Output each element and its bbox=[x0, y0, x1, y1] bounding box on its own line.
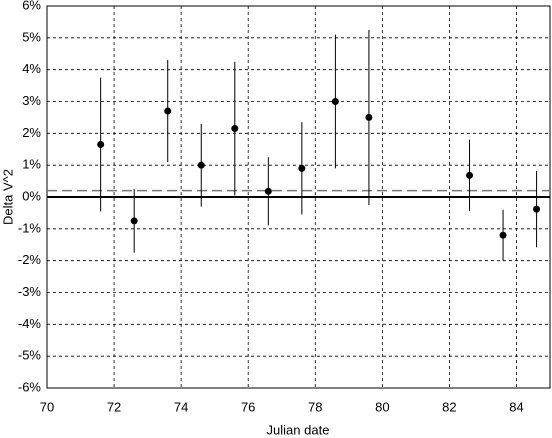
x-tick-label: 76 bbox=[241, 399, 255, 414]
data-point bbox=[298, 164, 306, 172]
x-tick-label: 82 bbox=[442, 399, 456, 414]
data-point bbox=[130, 217, 138, 225]
data-point bbox=[164, 107, 172, 115]
data-point bbox=[97, 140, 105, 148]
data-point bbox=[331, 98, 339, 105]
y-tick-label: 0% bbox=[22, 188, 41, 203]
y-tick-label: 1% bbox=[22, 157, 41, 172]
y-tick-label: 6% bbox=[22, 0, 41, 12]
data-point bbox=[533, 205, 541, 213]
y-axis-label: Delta V^2 bbox=[0, 169, 15, 225]
data-point bbox=[231, 125, 239, 133]
y-tick-label: 5% bbox=[22, 29, 41, 44]
x-tick-label: 72 bbox=[107, 399, 121, 414]
y-tick-label: -6% bbox=[18, 379, 42, 394]
y-tick-label: 4% bbox=[22, 61, 41, 76]
x-tick-label: 78 bbox=[308, 399, 322, 414]
y-tick-label: -2% bbox=[18, 252, 42, 267]
data-point bbox=[466, 171, 474, 179]
y-tick-label: -4% bbox=[18, 316, 42, 331]
x-tick-label: 80 bbox=[375, 399, 389, 414]
y-tick-label: -3% bbox=[18, 284, 42, 299]
y-tick-label: 2% bbox=[22, 125, 41, 140]
y-tick-label: -5% bbox=[18, 348, 42, 363]
data-point bbox=[264, 187, 272, 195]
data-point bbox=[365, 113, 373, 121]
data-point bbox=[197, 161, 205, 169]
x-axis-label: Julian date bbox=[267, 422, 330, 437]
y-tick-label: 3% bbox=[22, 93, 41, 108]
x-tick-label: 74 bbox=[174, 399, 188, 414]
x-tick-label: 70 bbox=[40, 399, 54, 414]
y-tick-label: -1% bbox=[18, 220, 42, 235]
data-point bbox=[499, 231, 507, 239]
x-tick-label: 84 bbox=[509, 399, 523, 414]
